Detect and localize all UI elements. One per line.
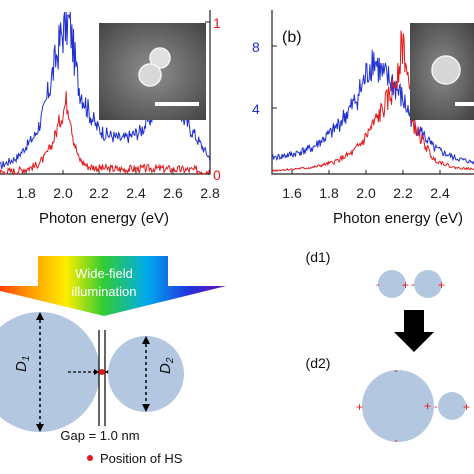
d2-panel-label: (d2) (306, 355, 331, 371)
down-arrow (394, 310, 434, 352)
a-xtick-label: 2.8 (200, 185, 220, 201)
panel-a-right-axis-ticks: 1 0 (205, 15, 221, 183)
b-xtick-label: 2.4 (430, 185, 450, 201)
blue-spectrum-line (271, 49, 474, 165)
charge-plus-marker: + (438, 278, 445, 292)
b-xtick-label: 2.0 (356, 185, 376, 201)
b-xtick-label: 1.6 (282, 185, 302, 201)
a-xtick-label: 2.6 (163, 185, 183, 201)
sem-particle-bottom (138, 63, 162, 87)
right-tick-label-1: 1 (213, 15, 221, 31)
panel-c-schematic: Wide-field illumination D1 D2 Gap = 1.0 … (0, 256, 226, 466)
left-tick-label-4: 4 (252, 101, 260, 117)
panel-b-xlabel: Photon energy (eV) (333, 210, 463, 227)
d2-label: D2 (157, 357, 176, 374)
charge-minus-marker: - (394, 435, 398, 447)
a-xtick-label: 2.0 (53, 185, 73, 201)
charge-minus-marker: - (434, 401, 438, 413)
red-spectrum-line (0, 91, 211, 176)
panel-a-sem-inset (99, 23, 206, 120)
charge-minus-marker: - (411, 279, 415, 291)
panel-a-xlabel: Photon energy (eV) (39, 210, 169, 227)
red-spectrum-line (271, 30, 474, 173)
d1-particle-right (414, 270, 442, 298)
d1-panel-label: (d1) (306, 249, 331, 265)
gap-arrowhead-left (94, 369, 99, 375)
d2-arrow-top (142, 336, 150, 344)
particle-d1 (0, 312, 100, 432)
panel-b-left-axis-ticks: 8 4 (252, 39, 277, 117)
banner-text-line1: Wide-field (75, 266, 133, 281)
d2-particle-small (438, 392, 466, 420)
left-tick-label-8: 8 (252, 39, 260, 55)
charge-plus-marker: + (402, 278, 409, 292)
right-tick-label-0: 0 (213, 167, 221, 183)
panel-b-plot: (b) 8 4 1.6 1.8 2.0 2.2 2.4 Photon (252, 10, 474, 227)
a-xtick-label: 2.4 (126, 185, 146, 201)
panel-b-x-ticks: 1.6 1.8 2.0 2.2 2.4 (282, 170, 450, 201)
d1-arrow-top (36, 312, 44, 320)
gap-label: Gap = 1.0 nm (60, 428, 139, 443)
charge-plus-marker: + (424, 399, 431, 413)
a-xtick-label: 2.2 (89, 185, 109, 201)
d2-particle-large (362, 370, 434, 442)
charge-minus-marker: - (394, 365, 398, 377)
sem-particle (431, 55, 461, 85)
banner-text-line2: illumination (71, 284, 136, 299)
illumination-arrow (0, 256, 226, 316)
charge-plus-marker: + (356, 400, 363, 414)
d1-label: D1 (13, 356, 32, 372)
panel-a-x-ticks: 1.8 2.0 2.2 2.4 2.6 2.8 (16, 170, 220, 201)
charge-plus-marker: + (463, 400, 470, 414)
panel-b-label: (b) (282, 29, 302, 46)
panel-b-axes (271, 10, 474, 175)
hs-legend-marker (87, 455, 93, 461)
sem-particle-top (149, 47, 171, 69)
panel-d-schematic: (d1) - + - + (d2) + + - - - + (306, 249, 470, 447)
sem-scale-bar (155, 102, 199, 106)
b-xtick-label: 1.8 (319, 185, 339, 201)
a-xtick-label: 1.8 (16, 185, 36, 201)
b-xtick-label: 2.2 (393, 185, 413, 201)
hs-legend-text: Position of HS (100, 451, 183, 466)
panel-b-series (271, 30, 474, 173)
charge-minus-marker: - (376, 279, 380, 291)
panel-b-sem-inset (410, 23, 474, 120)
hotspot-marker (99, 369, 105, 375)
d2-arrow-bottom (142, 404, 150, 412)
panel-a-plot: 1 0 1.8 2.0 2.2 2.4 2.6 2.8 Photon energ… (0, 10, 221, 227)
sem-scale-bar (455, 102, 474, 106)
d1-particle-left (378, 270, 406, 298)
d1-arrow-bottom (36, 424, 44, 432)
